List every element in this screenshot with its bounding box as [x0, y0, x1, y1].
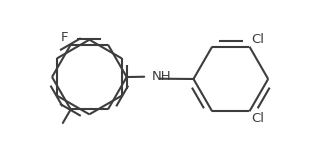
Text: F: F: [61, 31, 69, 44]
Text: Cl: Cl: [251, 33, 264, 46]
Text: NH: NH: [152, 70, 172, 83]
Text: Cl: Cl: [251, 112, 264, 125]
